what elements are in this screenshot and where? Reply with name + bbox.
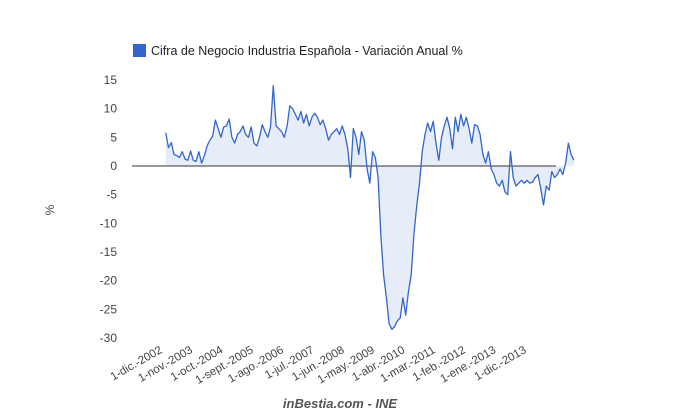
x-axis-ticks: 1-dic.-20021-nov.-20031-oct.-20041-sept.… [109,344,529,387]
y-tick-label: 0 [110,159,117,173]
y-tick-label: -15 [100,245,118,259]
source-credit: inBestia.com - INE [282,396,398,411]
y-tick-label: -20 [100,274,118,288]
series-area-fill [165,85,574,330]
y-tick-label: -30 [100,331,118,345]
legend-label: Cifra de Negocio Industria Española - Va… [151,44,463,58]
legend[interactable]: Cifra de Negocio Industria Española - Va… [133,44,463,58]
y-axis-label: % [43,204,57,215]
y-axis-ticks: 15 10 5 0 -5 -10 -15 -20 -25 -30 [100,73,118,345]
y-tick-label: -10 [100,216,118,230]
y-tick-label: -25 [100,302,118,316]
plot-area [132,85,575,331]
y-tick-label: 5 [110,130,117,144]
series-line[interactable] [165,85,575,331]
y-tick-label: 15 [104,73,118,87]
y-tick-label: 10 [104,102,118,116]
legend-swatch [133,44,146,57]
y-tick-label: -5 [106,188,117,202]
